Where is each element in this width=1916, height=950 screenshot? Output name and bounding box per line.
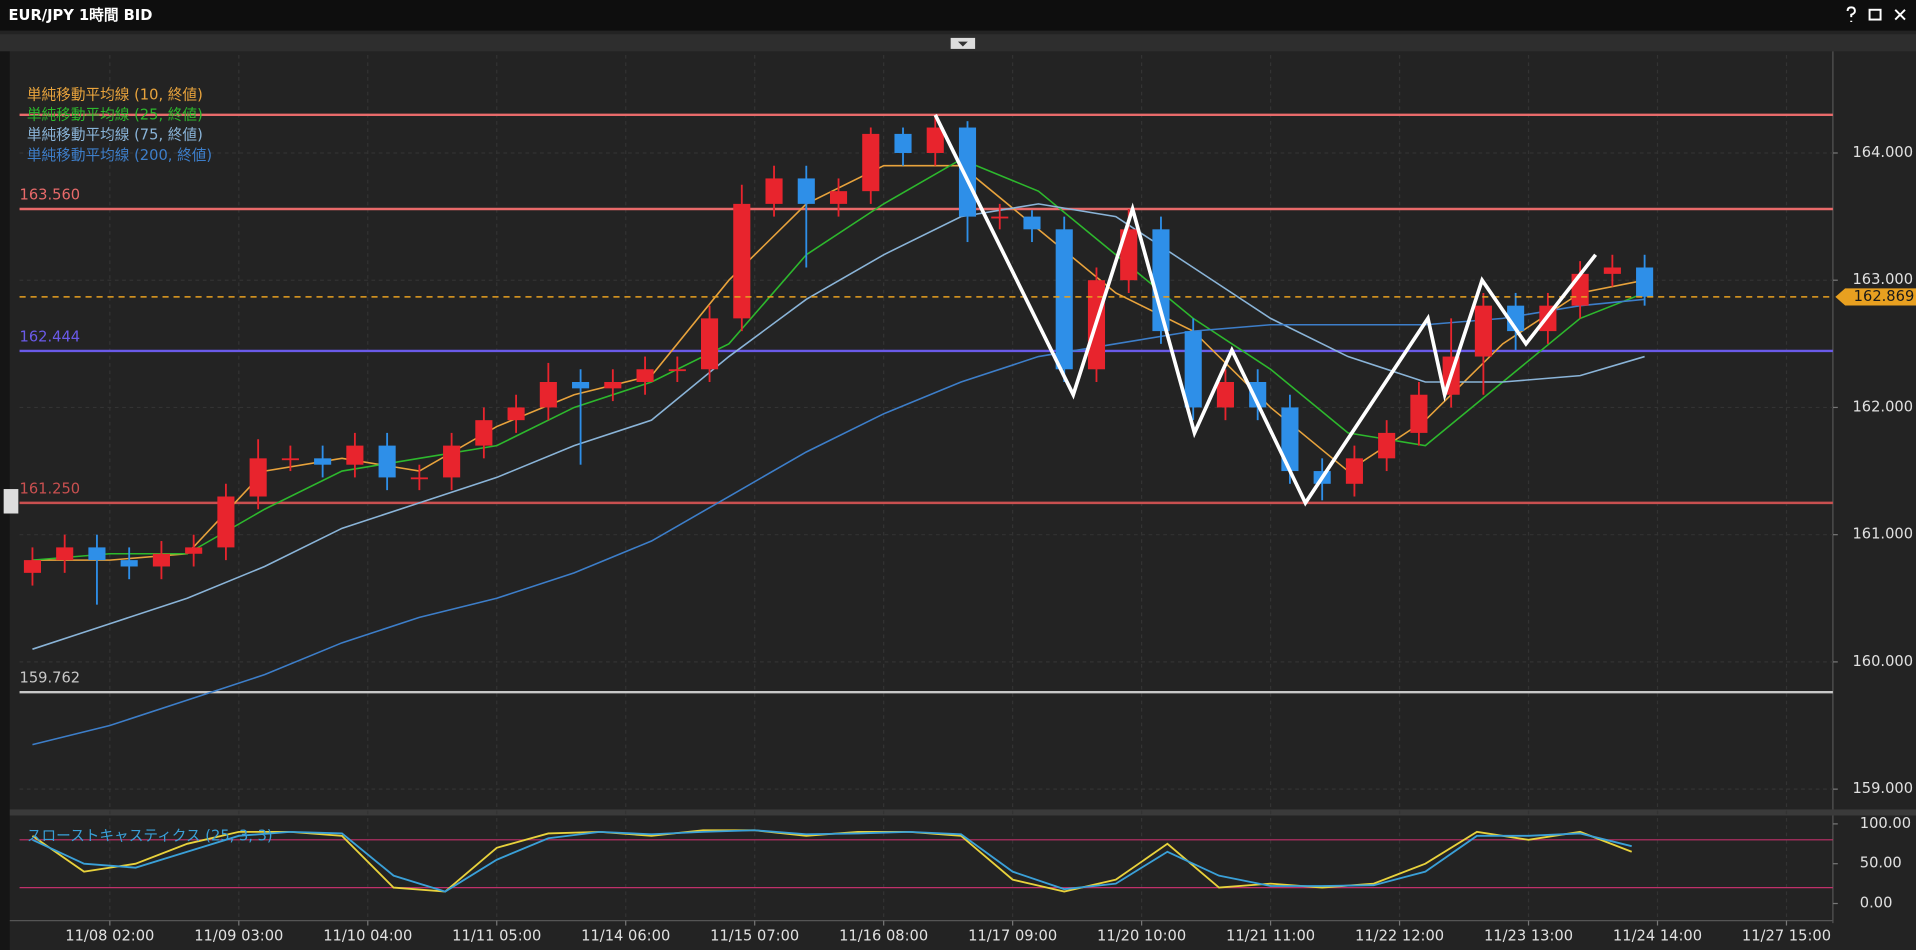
candle-body <box>23 560 42 573</box>
candle-body <box>1603 267 1621 274</box>
candle-body <box>604 382 622 389</box>
candle-body <box>1474 305 1492 357</box>
y-tick-label: 159.000 <box>1852 780 1913 797</box>
level-label: 161.250 <box>20 480 81 497</box>
moving-average-line <box>32 203 1645 650</box>
y-tick-label: 100.00 <box>1860 815 1911 832</box>
y-tick-label: 163.000 <box>1852 271 1913 288</box>
panel-separator <box>9 809 1916 816</box>
candle-body <box>88 547 106 561</box>
y-tick-label: 162.000 <box>1852 398 1913 415</box>
level-label: 162.444 <box>20 329 81 346</box>
maximize-button[interactable] <box>1868 8 1882 21</box>
candle-body <box>894 133 912 153</box>
candle-body <box>862 133 880 192</box>
y-tick-label: 160.000 <box>1852 653 1913 670</box>
level-label: 163.560 <box>20 187 81 204</box>
close-button[interactable] <box>1894 9 1906 21</box>
candle-body <box>1216 382 1234 408</box>
candle-body <box>1023 216 1041 230</box>
candle-body <box>314 458 332 465</box>
candle-body <box>539 382 557 408</box>
legend-entry: 単純移動平均線 (75, 終値) <box>27 127 203 144</box>
candle-body <box>829 191 848 204</box>
candle-body <box>217 496 235 548</box>
y-tick-label: 164.000 <box>1852 144 1913 161</box>
moving-average-line <box>32 298 1645 746</box>
x-tick-label: 11/22 12:00 <box>1355 928 1444 945</box>
current-price-label: 162.869 <box>1854 288 1915 305</box>
legend-entry: 単純移動平均線 (10, 終値) <box>27 86 203 103</box>
candle-body <box>1249 382 1267 408</box>
candle-body <box>475 420 493 446</box>
y-tick-label: 0.00 <box>1860 895 1893 912</box>
candle-body <box>926 127 944 153</box>
window-buttons[interactable] <box>1846 6 1906 23</box>
candle-body <box>1636 267 1654 297</box>
candle-body <box>1345 458 1363 484</box>
side-toggle[interactable] <box>3 489 19 514</box>
x-tick-label: 11/08 02:00 <box>65 928 154 945</box>
x-tick-label: 11/17 09:00 <box>968 928 1057 945</box>
candle-body <box>507 407 525 421</box>
x-tick-label: 11/14 06:00 <box>581 928 670 945</box>
candle-body <box>56 547 74 561</box>
candle-body <box>1378 432 1396 459</box>
candle-body <box>765 178 783 204</box>
x-tick-label: 11/24 14:00 <box>1613 928 1702 945</box>
title-bar <box>0 0 1916 31</box>
candle-body <box>1055 229 1073 370</box>
x-tick-label: 11/09 03:00 <box>194 928 283 945</box>
x-tick-label: 11/23 13:00 <box>1484 928 1573 945</box>
candle-body <box>1571 273 1589 306</box>
stochastic-title: スローストキャスティクス (25, 3, 3) <box>27 827 273 844</box>
x-tick-label: 11/16 08:00 <box>839 928 928 945</box>
candle-body <box>346 445 364 465</box>
candle-body <box>249 458 267 497</box>
stochastic-line <box>32 829 1632 893</box>
x-tick-label: 11/20 10:00 <box>1097 928 1186 945</box>
candle-body <box>1120 229 1138 281</box>
candle-body <box>636 369 654 383</box>
candle-body <box>443 445 461 478</box>
candle-body <box>1184 331 1202 408</box>
candle-body <box>378 445 396 478</box>
annotation-zigzag <box>933 114 1598 507</box>
x-tick-label: 11/11 05:00 <box>452 928 541 945</box>
candle-body <box>185 547 203 554</box>
candle-body <box>797 178 815 204</box>
candle-body <box>120 560 138 567</box>
x-tick-label: 11/10 04:00 <box>323 928 412 945</box>
x-tick-label: 11/15 07:00 <box>710 928 799 945</box>
candle-body <box>1152 229 1170 332</box>
candle-body <box>668 369 686 372</box>
candle-body <box>281 458 299 461</box>
collapse-arrow <box>958 41 968 47</box>
y-tick-label: 161.000 <box>1852 526 1913 543</box>
candle-body <box>991 216 1009 219</box>
current-price-marker <box>1835 288 1916 306</box>
candle-body <box>1281 407 1299 472</box>
legend-entry: 単純移動平均線 (200, 終値) <box>27 147 212 164</box>
candle-body <box>733 203 751 319</box>
help-button[interactable] <box>1846 6 1856 23</box>
candle-body <box>958 127 977 217</box>
candle-body <box>701 318 719 370</box>
candle-body <box>152 553 170 567</box>
window-title: EUR/JPY 1時間 BID <box>9 6 153 24</box>
x-tick-label: 11/27 15:00 <box>1742 928 1831 945</box>
candle-body <box>572 382 590 389</box>
level-label: 159.762 <box>20 670 81 687</box>
candle-body <box>1410 394 1428 433</box>
y-tick-label: 50.00 <box>1860 855 1902 872</box>
x-tick-label: 11/21 11:00 <box>1226 928 1315 945</box>
legend-entry: 単純移動平均線 (25, 終値) <box>27 107 203 124</box>
candle-body <box>410 477 428 480</box>
